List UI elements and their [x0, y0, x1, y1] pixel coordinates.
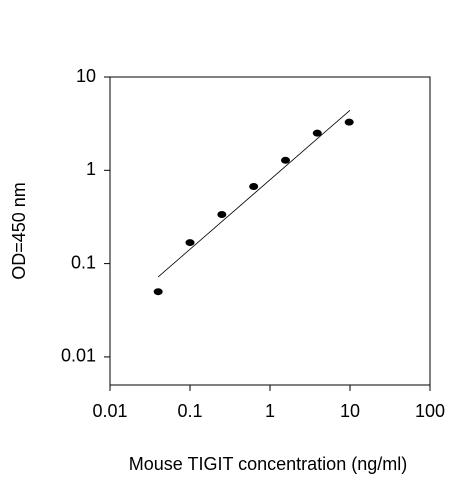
trend-line: [157, 109, 351, 278]
x-tick-label: 1: [265, 401, 275, 421]
y-tick-label: 1: [86, 159, 96, 179]
x-tick-label: 100: [415, 401, 445, 421]
data-point: [185, 239, 195, 247]
data-point: [217, 210, 227, 218]
data-point: [281, 156, 291, 164]
data-point: [249, 183, 259, 191]
data-point: [312, 129, 322, 137]
data-point: [344, 118, 354, 126]
y-tick-label: 10: [76, 66, 96, 86]
y-tick-label: 0.1: [71, 252, 96, 272]
data-point: [153, 288, 163, 296]
x-tick-label: 0.1: [177, 401, 202, 421]
y-axis-label: OD=450 nm: [9, 182, 29, 280]
plot-frame: [109, 76, 431, 386]
x-tick-label: 10: [340, 401, 360, 421]
x-tick-label: 0.01: [92, 401, 127, 421]
y-tick-label: 0.01: [61, 346, 96, 366]
x-axis-label: Mouse TIGIT concentration (ng/ml): [129, 454, 407, 474]
